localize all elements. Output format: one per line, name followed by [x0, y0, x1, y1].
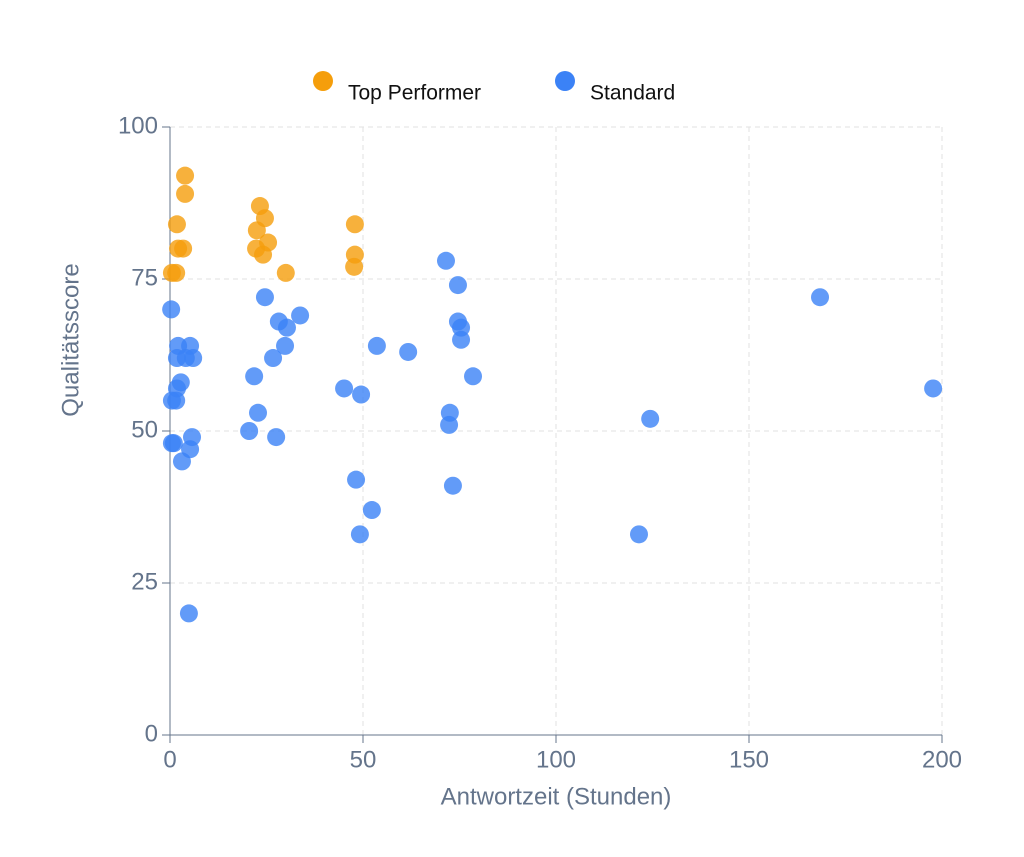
- point: [291, 306, 310, 325]
- point: [167, 215, 186, 234]
- point: [179, 604, 198, 623]
- point: [345, 215, 364, 234]
- legend-marker: [313, 71, 333, 91]
- point: [240, 422, 259, 440]
- point: [176, 184, 195, 203]
- point: [247, 221, 266, 240]
- y-tick-label: 50: [131, 416, 158, 443]
- point: [464, 367, 483, 386]
- point: [255, 288, 274, 307]
- legend-label: Top Performer: [348, 82, 481, 105]
- point: [167, 263, 186, 282]
- legend-marker: [555, 71, 575, 91]
- x-tick-label: 100: [536, 746, 576, 773]
- y-tick-label: 0: [145, 720, 158, 747]
- point: [176, 166, 195, 185]
- point: [641, 409, 660, 428]
- point: [399, 342, 418, 361]
- point: [276, 336, 295, 355]
- y-axis-title: Qualitätsscore: [57, 263, 84, 416]
- point: [811, 288, 830, 307]
- point: [350, 525, 369, 544]
- point: [254, 245, 273, 264]
- point: [184, 349, 203, 368]
- point: [352, 385, 371, 404]
- point: [924, 379, 943, 398]
- point: [345, 257, 364, 276]
- point: [440, 415, 459, 434]
- point: [335, 379, 354, 398]
- y-tick-label: 25: [131, 568, 158, 595]
- x-tick-label: 200: [922, 746, 962, 773]
- point: [276, 263, 295, 282]
- point: [277, 318, 296, 337]
- x-tick-label: 0: [163, 746, 176, 773]
- point: [362, 501, 381, 520]
- point: [264, 349, 283, 368]
- x-axis-title: Antwortzeit (Stunden): [441, 783, 672, 810]
- point: [249, 403, 268, 422]
- point: [267, 428, 286, 447]
- point: [174, 239, 193, 258]
- point: [367, 336, 386, 355]
- point: [245, 367, 264, 386]
- point: [629, 525, 648, 544]
- y-tick-label: 100: [118, 112, 158, 139]
- point: [164, 434, 183, 453]
- point: [448, 276, 467, 295]
- point: [162, 300, 181, 319]
- point: [436, 251, 455, 270]
- y-tick-label: 75: [131, 264, 158, 291]
- point: [167, 391, 186, 410]
- legend-label: Standard: [590, 82, 675, 105]
- point: [172, 452, 191, 471]
- point: [347, 470, 366, 489]
- point: [443, 476, 462, 495]
- point: [452, 330, 471, 349]
- x-tick-label: 50: [350, 746, 377, 773]
- x-tick-label: 150: [729, 746, 769, 773]
